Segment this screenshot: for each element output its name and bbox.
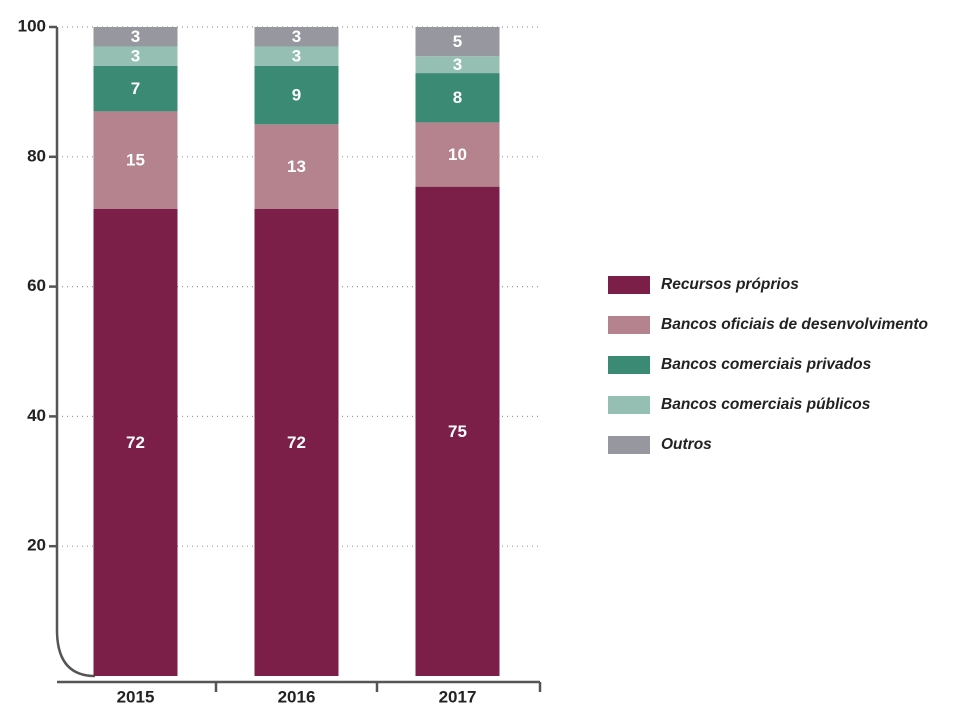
data-label: 9: [292, 86, 301, 105]
bar-segment: [415, 27, 500, 57]
bar-segment: [415, 186, 500, 677]
y-tick-label: 80: [27, 146, 46, 165]
data-label: 72: [287, 433, 306, 452]
y-tick-label: 40: [27, 406, 46, 425]
bar-segment: [254, 46, 339, 66]
data-label: 3: [292, 27, 301, 46]
data-label: 75: [448, 422, 467, 441]
x-tick-label: 2015: [117, 687, 155, 706]
data-label: 7: [131, 79, 140, 98]
bar-segment: [254, 65, 339, 125]
x-tick-label: 2016: [278, 687, 316, 706]
y-axis: [55, 27, 96, 678]
legend-swatch: [608, 436, 650, 454]
bar-segment: [254, 124, 339, 209]
data-label: 5: [453, 32, 462, 51]
bar-segment: [93, 46, 178, 66]
bar-segment: [93, 65, 178, 112]
data-label: 8: [453, 88, 462, 107]
y-tick-label: 60: [27, 276, 46, 295]
data-label: 3: [131, 47, 140, 66]
legend-label: Bancos comerciais privados: [661, 356, 872, 373]
bar-segment: [254, 208, 339, 676]
bar-segment: [93, 27, 178, 47]
x-tick-label: 2017: [439, 687, 477, 706]
bar-segment: [93, 111, 178, 209]
y-tick-label: 20: [27, 536, 46, 555]
data-label: 15: [126, 151, 145, 170]
bar-segment: [254, 27, 339, 47]
y-tick-label: 100: [18, 16, 46, 35]
data-label: 3: [131, 27, 140, 46]
legend-label: Bancos oficiais de desenvolvimento: [661, 316, 928, 333]
legend-label: Bancos comerciais públicos: [661, 396, 871, 413]
legend-swatch: [608, 276, 650, 294]
legend-label: Recursos próprios: [661, 276, 799, 293]
legend-swatch: [608, 316, 650, 334]
bar-segment: [415, 56, 500, 74]
legend-swatch: [608, 396, 650, 414]
legend-label: Outros: [661, 436, 712, 453]
data-label: 13: [287, 157, 306, 176]
data-label: 3: [453, 55, 462, 74]
bar-segment: [415, 73, 500, 123]
bar-segment: [415, 122, 500, 187]
legend-swatch: [608, 356, 650, 374]
data-label: 10: [448, 145, 467, 164]
bar-segment: [93, 208, 178, 676]
data-label: 72: [126, 433, 145, 452]
data-label: 3: [292, 47, 301, 66]
